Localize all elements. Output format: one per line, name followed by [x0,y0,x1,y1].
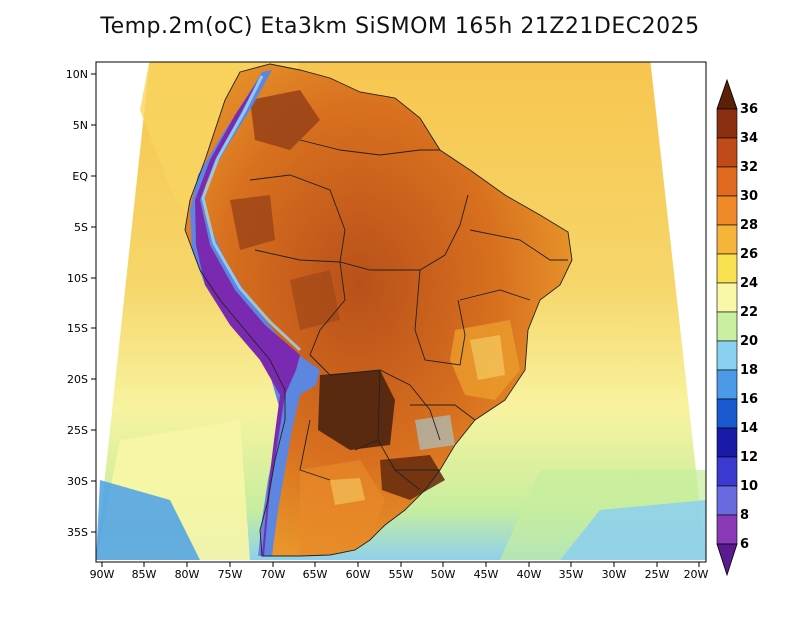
colorbar-top-arrow [716,78,738,110]
lon-label: 30W [602,568,627,581]
lat-label: 10N [66,68,88,81]
latitude-axis: 10N 5N EQ 5S 10S 15S 20S 25S 30S 35S [66,68,96,539]
lat-label: EQ [72,170,88,183]
colorbar-label: 14 [740,421,758,436]
lon-label: 85W [132,568,157,581]
lat-label: 25S [67,424,88,437]
lon-label: 25W [645,568,670,581]
lon-label: 60W [346,568,371,581]
colorbar-label: 20 [740,334,758,349]
lon-label: 45W [474,568,499,581]
colorbar-label: 18 [740,363,758,378]
colorbar-label: 30 [740,189,758,204]
lat-label: 5N [73,119,88,132]
lat-label: 5S [74,221,88,234]
colorbar-label: 16 [740,392,758,407]
lon-label: 70W [261,568,286,581]
lat-label: 10S [67,272,88,285]
lon-label: 35W [559,568,584,581]
lon-label: 75W [218,568,243,581]
colorbar-label: 26 [740,247,758,262]
andes-cold-strip [190,70,320,556]
colorbar-label: 24 [740,276,758,291]
colorbar-label: 34 [740,131,758,146]
political-boundaries [184,63,573,557]
longitude-axis: 90W 85W 80W 75W 70W 65W 60W 55W 50W 45W … [90,562,709,581]
colorbar: 6 8 10 12 14 16 18 20 22 24 26 28 30 32 … [716,78,758,577]
lon-label: 80W [175,568,200,581]
colorbar-label: 32 [740,160,758,175]
colorbar-label: 12 [740,450,758,465]
lon-label: 90W [90,568,115,581]
cold-pacific-region [96,480,200,560]
lon-label: 40W [517,568,542,581]
lat-label: 30S [67,475,88,488]
lon-label: 50W [431,568,456,581]
lat-label: 20S [67,373,88,386]
colorbar-bottom-arrow [716,543,738,577]
colorbar-label: 36 [740,102,758,117]
colorbar-label: 8 [740,508,749,523]
hot-core-region [318,370,395,450]
colorbar-label: 10 [740,479,758,494]
lat-label: 15S [67,322,88,335]
colorbar-label: 28 [740,218,758,233]
colorbar-label: 6 [740,537,749,552]
map-title: Temp.2m(oC) Eta3km SiSMOM 165h 21Z21DEC2… [100,14,700,39]
model-domain [96,62,706,562]
colorbar-label: 22 [740,305,758,320]
lon-label: 65W [303,568,328,581]
lon-label: 55W [389,568,414,581]
lat-label: 35S [67,526,88,539]
lon-label: 20W [684,568,709,581]
